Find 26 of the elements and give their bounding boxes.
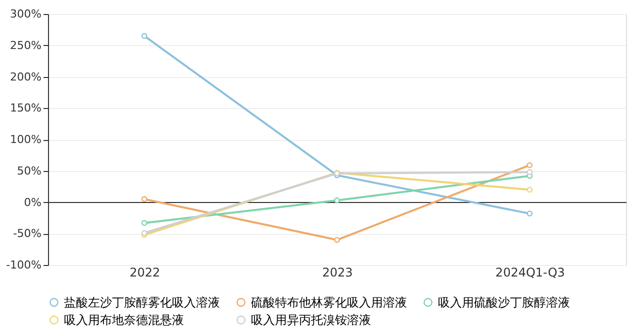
x-tick-label: 2023 <box>322 266 353 280</box>
point <box>334 236 340 243</box>
point <box>141 33 148 39</box>
y-tick-label: -100% <box>6 258 42 272</box>
legend-label: 吸入用硫酸沙丁胺醇溶液 <box>438 295 570 310</box>
y-tick-label: 250% <box>10 38 42 52</box>
point <box>526 210 533 216</box>
legend-label: 盐酸左沙丁胺醇雾化吸入溶液 <box>64 295 220 310</box>
y-tick-label: 150% <box>10 102 42 115</box>
x-tick-label: 2022 <box>130 266 160 280</box>
x-tick-label: 2024Q1-Q3 <box>495 266 565 280</box>
point <box>526 186 533 193</box>
legend-label: 吸入用布地奈德混悬液 <box>64 313 184 327</box>
legend-label: 吸入用异丙托溴铵溶液 <box>251 313 371 327</box>
legend-label: 硫酸特布他林雾化吸入用溶液 <box>251 295 407 310</box>
y-tick-label: 100% <box>10 133 42 146</box>
y-tick-label: -50% <box>13 227 42 240</box>
y-tick-label: 0% <box>24 196 42 209</box>
point <box>334 197 340 204</box>
y-tick-label: 300% <box>10 8 42 20</box>
y-tick-label: 200% <box>10 70 42 84</box>
point <box>141 196 148 202</box>
y-tick-label: 50% <box>17 164 42 178</box>
point <box>526 169 533 176</box>
point <box>141 220 148 226</box>
point <box>526 162 533 168</box>
